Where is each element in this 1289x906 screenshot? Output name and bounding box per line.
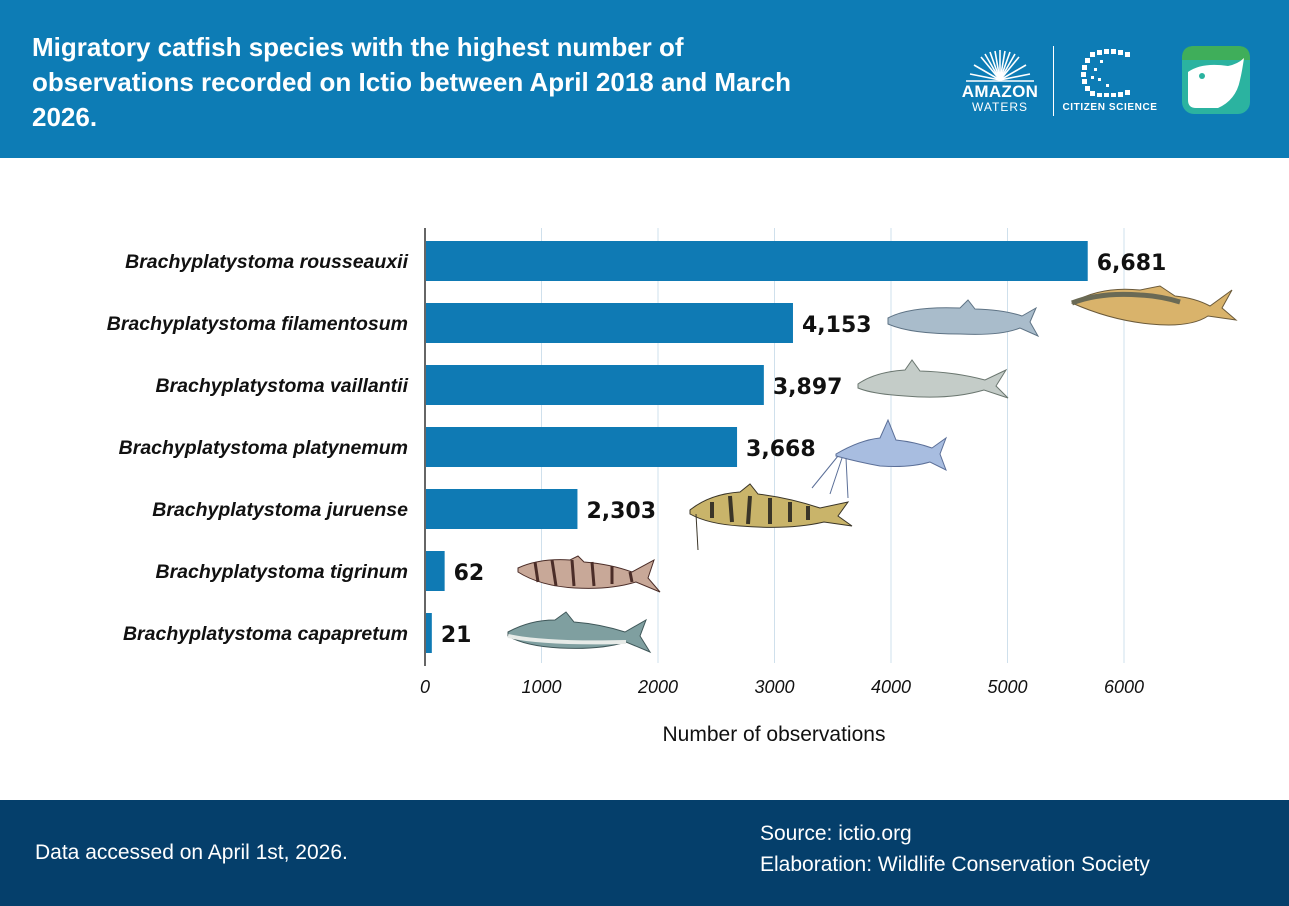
category-label: Brachyplatystoma tigrinum	[156, 561, 408, 583]
value-labels: 6,681 4,153 3,897 3,668 2,303 62 21	[441, 251, 1166, 648]
category-label: Brachyplatystoma vaillantii	[155, 375, 408, 397]
bar	[426, 489, 578, 529]
value-label: 3,668	[746, 437, 816, 462]
bar	[426, 303, 793, 343]
x-tick-label: 3000	[754, 677, 794, 697]
bar	[426, 365, 764, 405]
footer-banner: Data accessed on April 1st, 2026. Source…	[0, 800, 1289, 906]
amazon-waters-name: AMAZON	[961, 82, 1039, 101]
elaboration-note: Elaboration: Wildlife Conservation Socie…	[760, 853, 1150, 876]
citizen-science-name: CITIZEN SCIENCE	[1062, 102, 1158, 113]
category-labels: Brachyplatystoma rousseauxii Brachyplatys…	[107, 251, 409, 645]
logo-divider	[1053, 46, 1054, 116]
amazon-waters-fan-icon	[966, 50, 1034, 82]
x-tick-label: 4000	[871, 677, 911, 697]
x-tick-label: 0	[420, 677, 430, 697]
x-tick-labels: 0 1000 2000 3000 4000 5000 6000	[420, 677, 1144, 697]
bar-chart-svg: Brachyplatystoma rousseauxii Brachyplatys…	[107, 228, 1238, 746]
fish-capapretum-icon	[507, 611, 652, 654]
chart-title: Migratory catfish species with the highe…	[32, 32, 792, 132]
value-label: 3,897	[773, 375, 843, 400]
category-label: Brachyplatystoma capapretum	[123, 623, 408, 645]
value-label: 2,303	[586, 499, 656, 524]
citizen-science-c-icon	[1081, 49, 1130, 97]
fish-vaillantii-icon	[857, 359, 1009, 399]
amazon-waters-sub: WATERS	[972, 100, 1028, 114]
value-label: 4,153	[802, 313, 872, 338]
fish-platynemum-icon	[811, 418, 948, 499]
value-label: 21	[441, 623, 472, 648]
category-label: Brachyplatystoma platynemum	[119, 437, 408, 459]
amazon-waters-logo: AMAZON WATERS	[952, 46, 1048, 118]
data-accessed-note: Data accessed on April 1st, 2026.	[35, 841, 348, 864]
x-tick-label: 5000	[987, 677, 1027, 697]
value-label: 6,681	[1097, 251, 1167, 276]
bar	[426, 551, 445, 591]
category-label: Brachyplatystoma rousseauxii	[125, 251, 408, 273]
bar	[426, 241, 1088, 281]
header-banner: Migratory catfish species with the highe…	[0, 0, 1289, 158]
fish-filamentosum-icon	[887, 299, 1040, 338]
bar	[426, 613, 432, 653]
x-tick-label: 1000	[521, 677, 561, 697]
source-note: Source: ictio.org	[760, 822, 912, 845]
ictio-app-icon	[1182, 46, 1250, 114]
value-label: 62	[454, 561, 485, 586]
bar-chart: Brachyplatystoma rousseauxii Brachyplatys…	[0, 158, 1289, 800]
x-axis-title: Number of observations	[663, 723, 886, 746]
category-label: Brachyplatystoma filamentosum	[107, 313, 408, 335]
citizen-science-logo: CITIZEN SCIENCE	[1060, 46, 1160, 118]
x-tick-label: 2000	[637, 677, 678, 697]
fish-rousseauxii-icon	[1070, 285, 1238, 326]
x-tick-label: 6000	[1104, 677, 1144, 697]
fish-tigrinum-icon	[517, 555, 661, 593]
fish-juruense-icon	[689, 483, 853, 551]
category-label: Brachyplatystoma juruense	[152, 499, 408, 521]
bar	[426, 427, 738, 467]
bars	[426, 241, 1088, 653]
fish-illustrations	[507, 285, 1238, 654]
